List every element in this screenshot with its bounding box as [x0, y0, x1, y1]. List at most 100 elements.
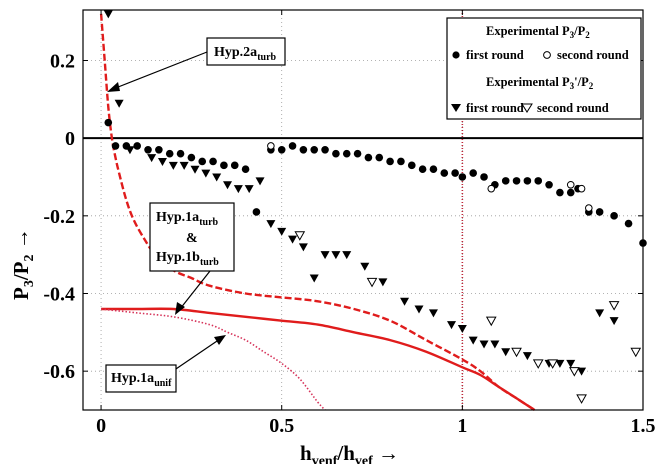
annotation-hyp1a-unif: Hyp.1aunif: [105, 335, 226, 393]
point-p3p2-first-round: [595, 208, 604, 216]
point-p3prime-first-round: [414, 305, 424, 314]
point-p3prime-first-round: [577, 367, 587, 376]
point-p3prime-first-round: [331, 251, 341, 260]
point-p3p2-first-round: [407, 161, 416, 170]
point-p3prime-first-round: [298, 243, 308, 252]
annotation-arrow: [179, 270, 211, 310]
point-p3p2-first-round: [375, 153, 384, 162]
point-p3p2-first-round: [440, 169, 449, 177]
point-p3prime-first-round: [179, 161, 189, 170]
point-p3prime-first-round: [342, 251, 352, 260]
point-p3p2-first-round: [299, 146, 308, 154]
point-p3p2-first-round: [418, 165, 427, 174]
legend-title-2: Experimental P3'/P2: [486, 75, 594, 91]
point-p3prime-first-round: [320, 251, 330, 260]
point-p3prime-first-round: [360, 262, 370, 271]
arrowhead: [175, 302, 185, 315]
point-p3p2-first-round: [429, 165, 438, 174]
point-p3prime-first-round: [233, 185, 243, 194]
point-p3p2-first-round: [480, 173, 488, 181]
point-p3prime-second-round: [576, 394, 587, 404]
point-p3prime-first-round: [244, 185, 254, 194]
point-p3p2-first-round: [610, 212, 618, 220]
point-p3p2-first-round: [397, 157, 405, 166]
point-p3p2-first-round: [364, 153, 373, 162]
point-p3p2-first-round: [458, 173, 467, 181]
point-p3prime-second-round: [547, 359, 559, 369]
legend-item-1: first round: [466, 48, 524, 62]
point-p3prime-first-round: [168, 161, 178, 170]
legend-item-3: first round: [466, 101, 524, 115]
y-axis-label: P3/P2 →: [9, 228, 37, 300]
point-p3prime-first-round: [190, 165, 200, 174]
point-p3prime-first-round: [114, 99, 124, 108]
legend-item-2: second round: [557, 48, 629, 62]
legend-marker-open-circle: [543, 51, 551, 59]
point-p3prime-first-round: [277, 227, 287, 236]
point-p3p2-first-round: [176, 149, 185, 158]
point-p3prime-first-round: [103, 10, 113, 19]
annotation-box: [149, 202, 235, 272]
point-p3p2-first-round: [277, 146, 286, 154]
legend-marker-open-triangle: [521, 103, 533, 113]
point-p3prime-second-round: [569, 367, 580, 377]
plot-frame: [82, 9, 644, 411]
point-p3p2-first-round: [165, 149, 174, 158]
point-p3prime-first-round: [566, 359, 576, 368]
annotation-text-line3: Hyp.1bturb: [156, 250, 219, 268]
y-tick-label: -0.2: [43, 206, 75, 228]
legend-box: [446, 17, 642, 120]
y-tick-label: -0.4: [43, 283, 75, 305]
annotation-text-line1: Hyp.1aturb: [156, 210, 219, 228]
data-markers: [103, 10, 647, 404]
x-tick-label: 0.5: [269, 415, 294, 437]
x-tick-label: 1.5: [631, 415, 655, 437]
point-p3p2-first-round: [332, 149, 340, 158]
point-p3p2-first-round: [288, 142, 297, 150]
point-p3p2-first-round: [386, 157, 394, 166]
annotation-box: [105, 364, 177, 393]
point-p3p2-second-round: [577, 184, 586, 193]
point-p3p2-second-round: [487, 184, 496, 193]
point-p3p2-first-round: [469, 169, 477, 177]
arrowhead: [107, 82, 120, 92]
axis-ticks: 0 0.5 1 1.5 0.2 0 -0.2 -0.4 -0.6: [43, 10, 655, 437]
legend-marker-filled-circle: [452, 51, 460, 59]
point-p3prime-second-round: [608, 301, 620, 311]
annotation-arrow: [112, 51, 208, 90]
point-p3prime-first-round: [400, 297, 410, 306]
point-p3p2-first-round: [198, 157, 207, 166]
point-p3p2-first-round: [310, 146, 319, 154]
point-p3p2-first-round: [220, 161, 228, 170]
point-p3prime-first-round: [125, 146, 135, 155]
point-p3p2-first-round: [133, 142, 141, 150]
annotation-hyp2a-turb: Hyp.2aturb: [107, 37, 286, 92]
point-p3prime-first-round: [555, 359, 565, 368]
point-p3p2-first-round: [342, 149, 351, 158]
point-p3p2-first-round: [241, 165, 250, 174]
point-p3prime-first-round: [266, 220, 276, 229]
annotation-text: Hyp.1aunif: [111, 371, 172, 389]
point-p3prime-first-round: [447, 321, 457, 330]
curve-hyp-1a-unif: [101, 308, 326, 411]
point-p3prime-first-round: [201, 169, 211, 178]
point-p3prime-first-round: [378, 278, 388, 287]
point-p3p2-first-round: [512, 177, 521, 185]
legend: Experimental P3/P2 first round second ro…: [446, 17, 642, 120]
point-p3prime-first-round: [428, 309, 438, 318]
point-p3p2-first-round: [111, 142, 120, 150]
legend-marker-filled-triangle: [451, 104, 461, 112]
model-curves: [99, 13, 536, 412]
curve-hyp-1a-turb-hyp-1b-turb: [101, 307, 536, 412]
point-p3prime-first-round: [479, 340, 489, 349]
annotation-box: [206, 37, 286, 66]
y-tick-label: -0.6: [43, 361, 75, 383]
arrowhead: [214, 335, 226, 345]
annotation-hyp1-turb: Hyp.1aturb & Hyp.1bturb: [149, 202, 235, 315]
point-p3p2-first-round: [155, 146, 163, 154]
point-p3prime-first-round: [223, 181, 233, 190]
x-tick-label: 1: [457, 415, 467, 437]
y-tick-label: 0.2: [50, 50, 75, 72]
point-p3prime-second-round: [294, 231, 306, 241]
